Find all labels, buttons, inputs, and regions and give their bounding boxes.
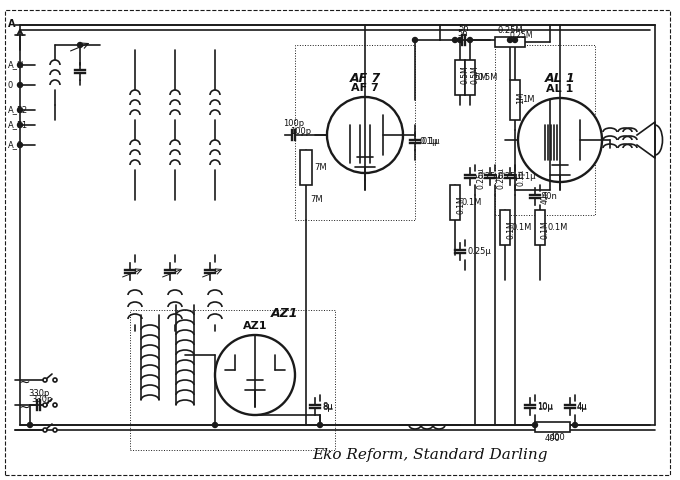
Text: 0.25μ: 0.25μ: [477, 172, 500, 181]
Circle shape: [18, 62, 22, 68]
Text: 400: 400: [550, 432, 566, 442]
Text: 0.1μ: 0.1μ: [517, 172, 536, 181]
Text: AF 7: AF 7: [350, 72, 381, 85]
Text: 0.1M: 0.1M: [547, 223, 567, 232]
Text: 0.1μ: 0.1μ: [516, 169, 525, 186]
Text: 7M: 7M: [314, 163, 326, 172]
Bar: [450, 185, 460, 220]
Circle shape: [518, 98, 602, 182]
Text: 8μ: 8μ: [322, 403, 333, 411]
Text: 0.25μ: 0.25μ: [497, 172, 521, 181]
Circle shape: [327, 97, 403, 173]
Text: 0.25μ: 0.25μ: [496, 167, 505, 189]
Circle shape: [573, 422, 577, 428]
Text: 5n: 5n: [458, 24, 469, 33]
Circle shape: [532, 422, 537, 428]
Circle shape: [18, 143, 22, 147]
Text: 5n: 5n: [457, 28, 468, 37]
Text: 0.1μ: 0.1μ: [422, 137, 441, 146]
Circle shape: [43, 428, 47, 432]
Text: 10μ: 10μ: [537, 402, 553, 411]
Text: AF 7: AF 7: [351, 83, 379, 93]
Circle shape: [43, 403, 47, 407]
Text: 0.1M: 0.1M: [456, 196, 465, 214]
Text: 4μ: 4μ: [577, 403, 588, 411]
Circle shape: [18, 83, 22, 87]
Text: 7M: 7M: [310, 195, 322, 204]
Text: 40n: 40n: [542, 192, 558, 201]
Bar: [500, 210, 510, 245]
Bar: [510, 80, 520, 120]
Text: 0.25μ: 0.25μ: [467, 247, 491, 256]
Text: 0.1μ: 0.1μ: [420, 137, 439, 146]
Circle shape: [18, 108, 22, 112]
Circle shape: [18, 122, 22, 128]
Text: 10μ: 10μ: [537, 403, 553, 411]
Bar: [295, 45, 415, 220]
Text: A_F1: A_F1: [8, 120, 28, 130]
Text: 0.1M: 0.1M: [506, 221, 515, 240]
Bar: [535, 422, 570, 432]
Text: ~: ~: [18, 401, 30, 415]
Text: 8μ: 8μ: [322, 402, 333, 411]
Circle shape: [53, 378, 57, 382]
Circle shape: [458, 37, 462, 43]
Circle shape: [212, 422, 218, 428]
Text: 100p: 100p: [290, 127, 311, 135]
Text: ~: ~: [18, 376, 30, 390]
Circle shape: [27, 422, 33, 428]
Text: Eko Reform, Standard Darling: Eko Reform, Standard Darling: [312, 448, 548, 462]
Circle shape: [413, 37, 418, 43]
Text: 100p: 100p: [283, 119, 304, 128]
Text: 0.5M: 0.5M: [471, 66, 480, 84]
Text: 0.1M: 0.1M: [541, 221, 550, 240]
Bar: [300, 150, 312, 185]
Text: AL 1: AL 1: [546, 84, 574, 94]
Text: 0.25M: 0.25M: [497, 26, 523, 35]
Bar: [495, 45, 595, 215]
Circle shape: [452, 37, 458, 43]
Text: 330p: 330p: [28, 389, 49, 398]
Text: 0.5M: 0.5M: [461, 66, 470, 84]
Circle shape: [215, 335, 295, 415]
Text: 0: 0: [8, 81, 13, 89]
Text: 330p: 330p: [31, 395, 52, 404]
Bar: [130, 310, 335, 450]
Text: A_F2: A_F2: [8, 106, 28, 115]
Text: 0.5M: 0.5M: [477, 73, 497, 82]
Text: 0.5M: 0.5M: [467, 73, 488, 82]
Text: 1M: 1M: [522, 96, 534, 105]
Bar: [495, 37, 525, 47]
Text: 40n: 40n: [541, 190, 550, 204]
Text: 0.25M: 0.25M: [510, 31, 534, 39]
Text: 0.1M: 0.1M: [462, 198, 482, 207]
Text: A: A: [8, 19, 16, 29]
Circle shape: [53, 403, 57, 407]
Text: 0.1M: 0.1M: [512, 223, 532, 232]
Circle shape: [513, 37, 517, 43]
Text: 1M: 1M: [516, 92, 525, 104]
Circle shape: [318, 422, 322, 428]
Text: AZ1: AZ1: [243, 321, 267, 331]
Circle shape: [43, 378, 47, 382]
Circle shape: [507, 37, 513, 43]
Text: A_0: A_0: [8, 141, 23, 149]
Text: AZ1: AZ1: [271, 307, 299, 320]
Text: 4μ: 4μ: [577, 402, 588, 411]
Text: A_H: A_H: [8, 60, 24, 70]
Bar: [535, 210, 545, 245]
Text: 400: 400: [545, 434, 560, 443]
Circle shape: [78, 43, 82, 48]
Text: 0.25μ: 0.25μ: [476, 167, 485, 189]
Bar: [465, 60, 475, 95]
Text: AL 1: AL 1: [545, 72, 575, 85]
Circle shape: [468, 37, 473, 43]
Circle shape: [53, 428, 57, 432]
Bar: [455, 60, 465, 95]
